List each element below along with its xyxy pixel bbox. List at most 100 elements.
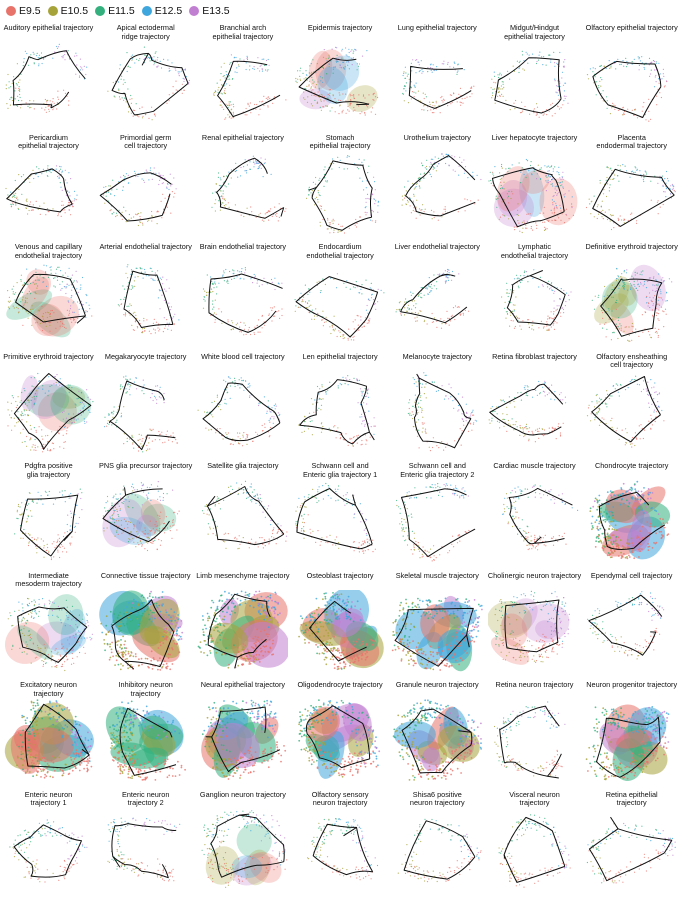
trajectory-branch (533, 536, 542, 544)
trajectory-panel: Satellite glia trajectory (194, 460, 291, 569)
trajectory-panel: Lymphatic endothelial trajectory (486, 241, 583, 350)
trajectory-line (15, 273, 86, 323)
trajectory-line (503, 816, 566, 883)
umap-scatter (395, 268, 469, 329)
trajectory-branch (416, 373, 420, 378)
trajectory-panel: Ganglion neuron trajectory (194, 789, 291, 898)
umap-scatter (107, 817, 181, 881)
cell-points (213, 54, 287, 120)
trajectory-panel: Inhibitory neuron trajectory (97, 679, 194, 788)
trajectory-panel: Liver hepatocyte trajectory (486, 132, 583, 241)
panel-title: Visceral neuron trajectory (509, 789, 560, 808)
trajectory-line (111, 598, 175, 667)
cell-points (591, 264, 673, 342)
cell-points (395, 483, 474, 562)
trajectory-branch (234, 656, 239, 669)
trajectory-panel: Ependymal cell trajectory (583, 570, 680, 679)
legend-label: E10.5 (60, 5, 89, 17)
panel-title: Retina fibroblast trajectory (492, 351, 577, 361)
panel-title: Pericardium epithelial trajectory (18, 132, 79, 151)
cell-points (391, 595, 483, 671)
cell-points (14, 488, 83, 561)
panel-title: Venous and capillary endothelial traject… (14, 242, 83, 260)
cell-points (488, 590, 570, 665)
panel-title: Connective tissue trajectory (100, 570, 191, 580)
trajectory-panel-grid: Auditory epithelial trajectory Apical ect… (0, 22, 681, 900)
trajectory-panel: Retina neuron trajectory (486, 679, 583, 788)
trajectory-line (20, 494, 79, 557)
panel-title: Lymphatic endothelial trajectory (500, 242, 569, 260)
trajectory-panel: Cholinergic neuron trajectory (486, 570, 583, 679)
umap-scatter (7, 372, 94, 452)
trajectory-panel: Pericardium epithelial trajectory (0, 132, 97, 241)
cell-points (197, 375, 281, 446)
legend-item: E13.5 (189, 5, 230, 17)
panel-title: Enteric neuron trajectory 1 (24, 789, 73, 808)
cell-points (4, 699, 94, 779)
trajectory-line (111, 52, 189, 116)
trajectory-panel: Definitive erythroid trajectory (583, 241, 680, 350)
umap-scatter (397, 818, 482, 882)
umap-scatter (201, 699, 287, 780)
trajectory-line (489, 383, 564, 435)
trajectory-line (202, 381, 281, 441)
trajectory-line (109, 380, 176, 450)
trajectory-line (600, 278, 663, 337)
cell-points (586, 822, 676, 883)
trajectory-line (298, 378, 370, 444)
trajectory-panel: Limb mesenchyme trajectory (194, 570, 291, 679)
trajectory-panel: Connective tissue trajectory (97, 570, 194, 679)
trajectory-panel: Osteoblast trajectory (292, 570, 389, 679)
trajectory-branch (440, 273, 448, 277)
umap-scatter (104, 375, 178, 452)
trajectory-line (216, 157, 285, 219)
trajectory-line (311, 159, 373, 231)
trajectory-branch (207, 495, 216, 507)
umap-scatter (306, 817, 378, 880)
panel-title: Osteoblast trajectory (306, 570, 374, 580)
trajectory-panel: Granule neuron trajectory (389, 679, 486, 788)
legend-label: E9.5 (19, 5, 41, 17)
trajectory-branch (112, 855, 121, 867)
umap-scatter (197, 590, 289, 669)
umap-scatter (297, 589, 384, 670)
umap-scatter (107, 46, 191, 121)
panel-title: Chondrocyte trajectory (594, 461, 669, 470)
panel-title: Megakaryocyte trajectory (104, 351, 187, 361)
legend-item: E11.5 (95, 5, 135, 17)
trajectory-line (12, 50, 86, 109)
trajectory-branch (169, 731, 173, 738)
trajectory-line (217, 60, 281, 118)
trajectory-panel: Melanocyte trajectory (389, 351, 486, 460)
panel-title: Inhibitory neuron trajectory (118, 680, 173, 698)
trajectory-panel: Venous and capillary endothelial traject… (0, 241, 97, 350)
trajectory-branch (76, 315, 86, 324)
trajectory-line (305, 705, 370, 769)
trajectory-branch (503, 854, 506, 859)
cell-points (211, 155, 287, 222)
umap-scatter (102, 481, 180, 552)
cell-points (294, 46, 378, 116)
legend-swatch-icon (95, 6, 106, 16)
trajectory-branch (342, 826, 357, 836)
trajectory-panel: White blood cell trajectory (194, 351, 291, 460)
cell-points (117, 264, 180, 335)
umap-scatter (591, 264, 673, 342)
cell-points (493, 701, 566, 777)
legend-swatch-icon (47, 6, 58, 16)
panel-title: Midgut/Hindgut epithelial trajectory (504, 23, 565, 41)
panel-title: Excitatory neuron trajectory (20, 680, 77, 698)
trajectory-line (99, 171, 172, 221)
trajectory-panel: Lung epithelial trajectory (389, 22, 486, 131)
panel-title: Schwann cell and Enteric glia trajectory… (400, 461, 475, 479)
trajectory-line (506, 275, 566, 326)
umap-scatter (401, 152, 482, 221)
umap-scatter (488, 590, 570, 665)
trajectory-panel: Len epithelial trajectory (292, 351, 389, 460)
trajectory-panel: Skeletal muscle trajectory (389, 570, 486, 679)
cell-points (203, 267, 283, 336)
panel-title: Primordial germ cell trajectory (119, 132, 172, 151)
legend-item: E10.5 (47, 5, 89, 17)
trajectory-line (123, 270, 174, 328)
umap-scatter (395, 483, 476, 562)
